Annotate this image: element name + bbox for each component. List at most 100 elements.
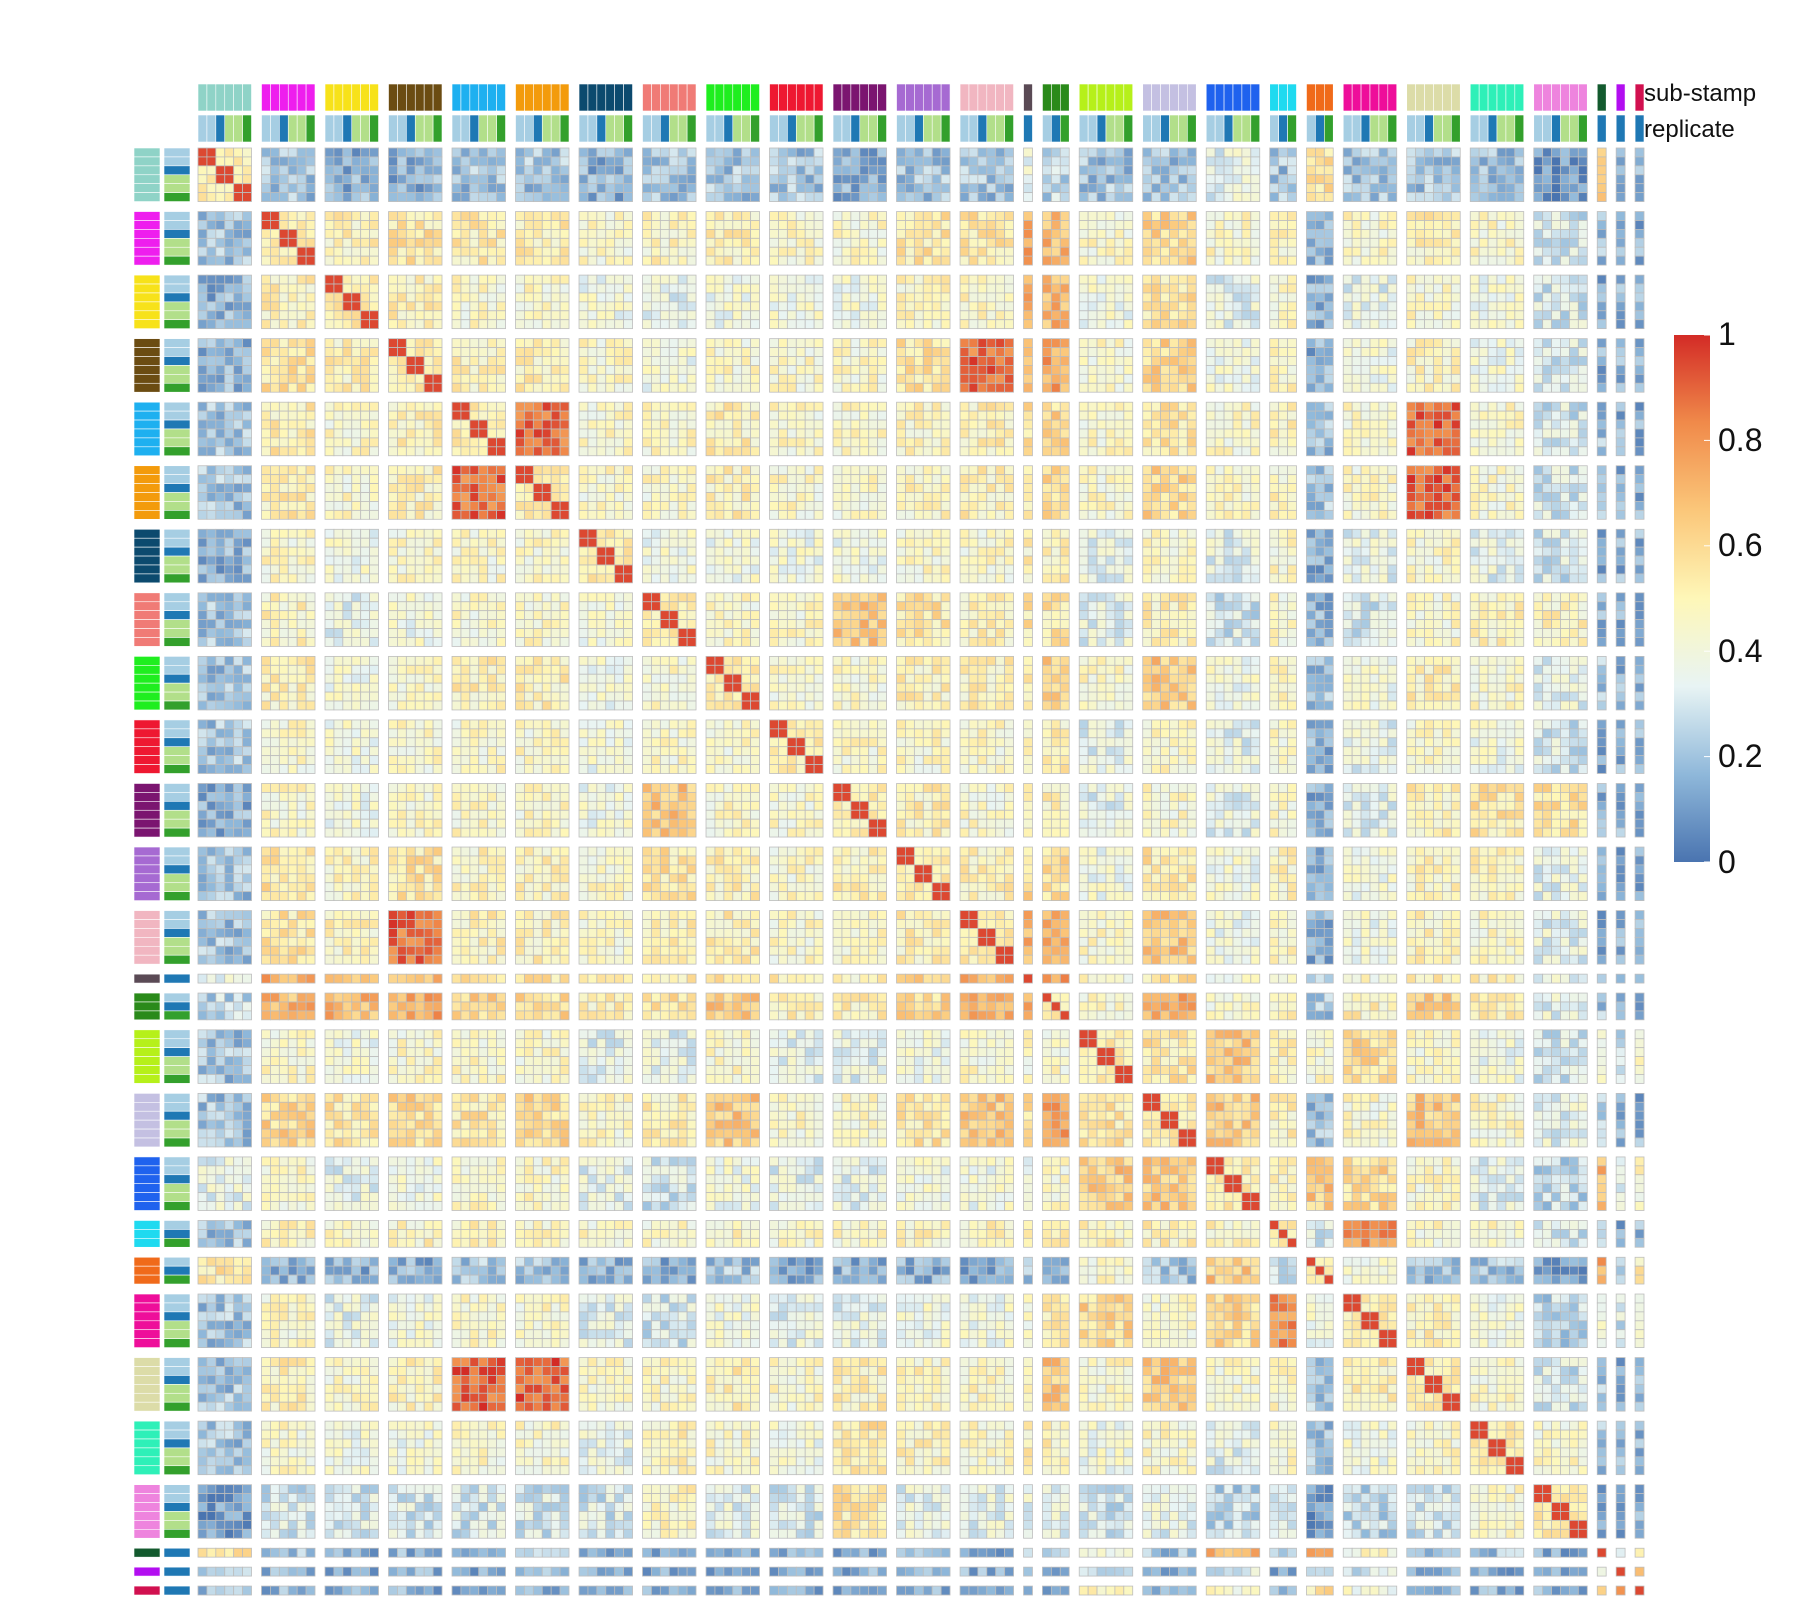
heatmap-cell	[1205, 292, 1216, 303]
substamp-cell	[1351, 83, 1362, 112]
heatmap-cell	[278, 365, 289, 375]
heatmap-cell	[1114, 237, 1125, 248]
heatmap-cell	[270, 156, 280, 167]
heatmap-cell	[1634, 410, 1645, 421]
heatmap-cell	[405, 483, 416, 493]
heatmap-cell	[651, 310, 661, 321]
substamp-cell	[133, 1056, 161, 1066]
substamp-cell	[133, 882, 161, 892]
heatmap-cell	[1177, 192, 1188, 202]
heatmap-cell	[1169, 310, 1179, 321]
heatmap-cell	[1634, 301, 1645, 312]
heatmap-cell	[578, 338, 589, 348]
heatmap-cell	[1177, 446, 1188, 457]
heatmap-cell	[1569, 419, 1579, 430]
heatmap-cell	[1551, 338, 1561, 348]
heatmap-cell	[515, 501, 525, 511]
heatmap-cell	[651, 319, 661, 330]
heatmap-cell	[832, 501, 843, 511]
heatmap-cell	[922, 437, 933, 448]
heatmap-cell	[233, 292, 243, 303]
heatmap-cell	[832, 292, 843, 303]
heatmap-cell	[388, 483, 398, 493]
heatmap-cell	[1160, 246, 1170, 257]
substamp-cell	[1269, 83, 1279, 112]
heatmap-cell	[1232, 401, 1243, 412]
heatmap-cell	[659, 246, 670, 257]
heatmap-cell	[469, 283, 480, 294]
heatmap-cell	[224, 382, 235, 393]
heatmap-cell	[1533, 446, 1544, 457]
heatmap-cell	[1514, 156, 1525, 167]
heatmap-cell	[414, 292, 425, 303]
heatmap-cell	[1306, 373, 1316, 384]
heatmap-cell	[270, 220, 280, 230]
heatmap-cell	[1415, 373, 1425, 384]
heatmap-cell	[1023, 192, 1033, 202]
heatmap-cell	[750, 382, 760, 393]
heatmap-cell	[532, 509, 543, 520]
heatmap-cell	[1351, 228, 1362, 239]
heatmap-cell	[1177, 211, 1188, 221]
heatmap-cell	[360, 283, 370, 294]
heatmap-cell	[642, 174, 652, 185]
heatmap-cell	[1351, 373, 1362, 384]
heatmap-cell	[723, 428, 734, 439]
heatmap-cell	[1351, 382, 1362, 393]
substamp-cell	[133, 410, 161, 421]
heatmap-cell	[769, 255, 779, 266]
heatmap-cell	[896, 428, 906, 439]
heatmap-cell	[1050, 410, 1061, 421]
heatmap-cell	[705, 255, 716, 266]
substamp-cell	[133, 792, 161, 802]
heatmap-cell	[877, 228, 887, 239]
heatmap-cell	[1351, 174, 1362, 185]
heatmap-cell	[423, 501, 434, 511]
heatmap-cell	[550, 147, 561, 158]
heatmap-cell	[1478, 246, 1489, 257]
heatmap-cell	[524, 419, 534, 430]
heatmap-cell	[977, 283, 988, 294]
heatmap-cell	[868, 319, 879, 330]
heatmap-cell	[423, 410, 434, 421]
substamp-cell	[133, 338, 161, 348]
heatmap-cell	[1078, 174, 1089, 185]
heatmap-cell	[261, 237, 271, 248]
heatmap-cell	[1496, 156, 1507, 167]
heatmap-cell	[541, 165, 552, 176]
heatmap-cell	[1551, 356, 1561, 366]
heatmap-cell	[405, 292, 416, 303]
substamp-cell	[133, 1375, 161, 1385]
heatmap-cell	[360, 165, 370, 176]
heatmap-cell	[786, 237, 797, 248]
heatmap-cell	[732, 373, 743, 384]
heatmap-cell	[233, 373, 243, 384]
heatmap-cell	[423, 292, 434, 303]
heatmap-cell	[1424, 410, 1434, 421]
heatmap-cell	[850, 301, 861, 312]
heatmap-cell	[1551, 255, 1561, 266]
heatmap-cell	[1424, 228, 1434, 239]
substamp-cell	[1406, 83, 1416, 112]
heatmap-cell	[324, 274, 335, 285]
heatmap-cell	[261, 509, 271, 520]
heatmap-cell	[977, 301, 988, 312]
heatmap-cell	[1160, 292, 1170, 303]
heatmap-cell	[705, 428, 716, 439]
replicate-cell	[163, 528, 191, 539]
heatmap-cell	[1551, 192, 1561, 202]
heatmap-cell	[623, 428, 633, 439]
heatmap-cell	[1542, 292, 1552, 303]
heatmap-cell	[723, 192, 734, 202]
heatmap-cell	[1560, 246, 1570, 257]
heatmap-cell	[1142, 419, 1153, 430]
heatmap-cell	[1560, 373, 1570, 384]
heatmap-cell	[850, 419, 861, 430]
heatmap-cell	[305, 419, 316, 430]
heatmap-cell	[1596, 174, 1607, 185]
heatmap-cell	[986, 365, 997, 375]
heatmap-cell	[278, 174, 289, 185]
heatmap-cell	[940, 465, 951, 476]
heatmap-cell	[959, 483, 970, 493]
heatmap-cell	[913, 228, 924, 239]
